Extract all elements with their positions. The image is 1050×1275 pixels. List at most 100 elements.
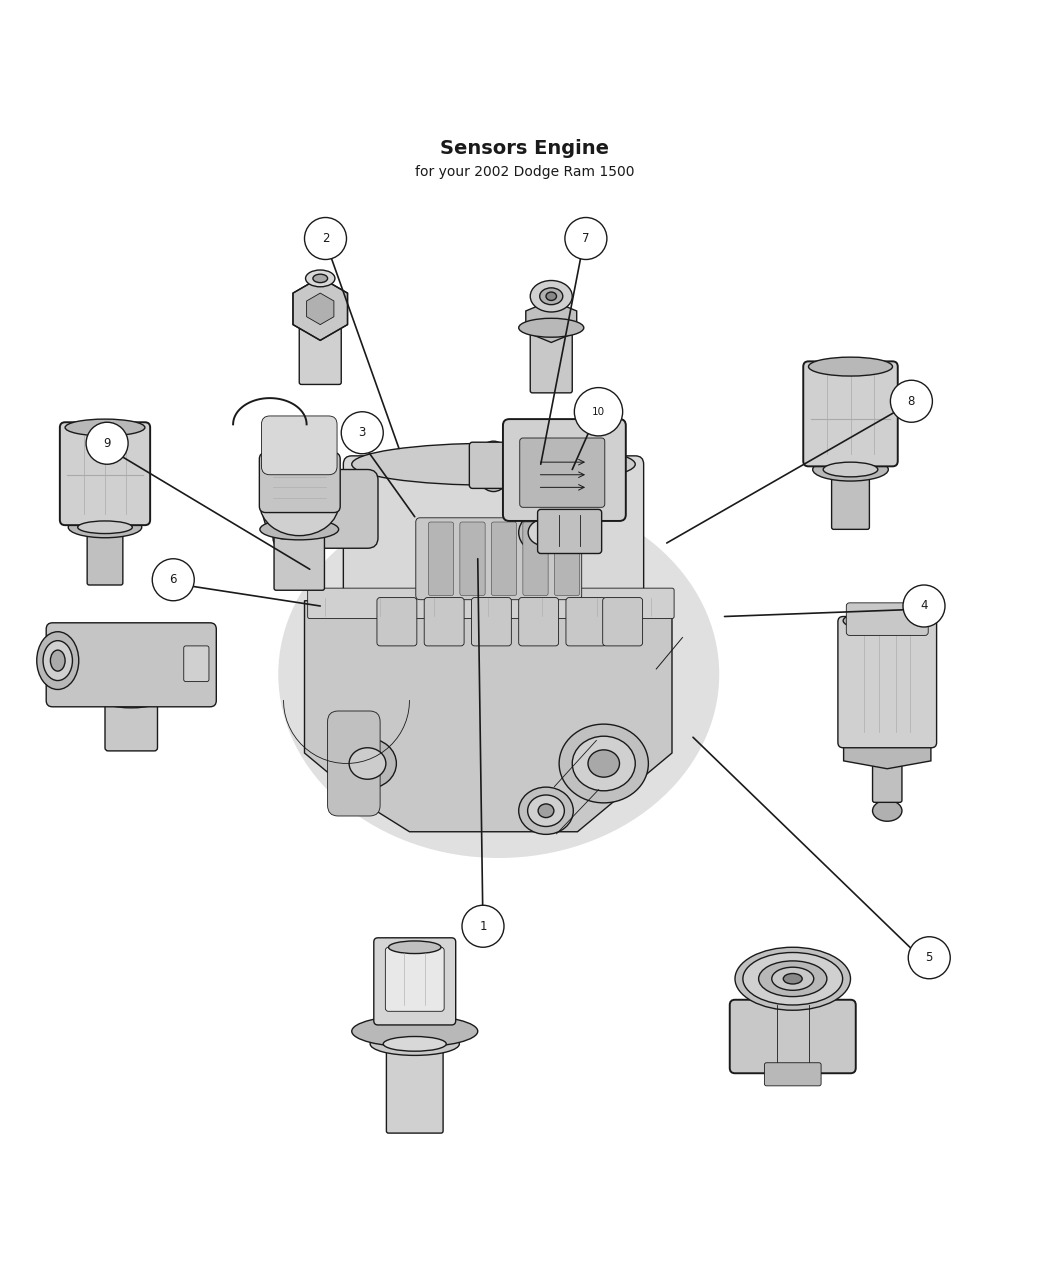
Ellipse shape — [476, 441, 512, 492]
Ellipse shape — [43, 640, 72, 681]
FancyBboxPatch shape — [273, 469, 378, 548]
Ellipse shape — [352, 1015, 478, 1047]
FancyBboxPatch shape — [530, 334, 572, 393]
Ellipse shape — [260, 473, 338, 536]
FancyBboxPatch shape — [832, 470, 869, 529]
Text: 9: 9 — [103, 437, 111, 450]
Ellipse shape — [559, 724, 649, 803]
Text: 5: 5 — [925, 951, 933, 964]
Circle shape — [341, 412, 383, 454]
FancyBboxPatch shape — [873, 756, 902, 802]
Text: 10: 10 — [592, 407, 605, 417]
Text: 8: 8 — [907, 395, 916, 408]
Ellipse shape — [813, 458, 888, 481]
Ellipse shape — [546, 292, 556, 301]
Ellipse shape — [338, 738, 397, 789]
Text: 4: 4 — [920, 599, 928, 612]
FancyBboxPatch shape — [385, 947, 444, 1011]
Text: 2: 2 — [321, 232, 330, 245]
Ellipse shape — [772, 968, 814, 991]
Ellipse shape — [383, 1037, 446, 1051]
FancyBboxPatch shape — [764, 1063, 821, 1086]
Ellipse shape — [37, 631, 79, 690]
FancyBboxPatch shape — [87, 528, 123, 585]
Ellipse shape — [783, 974, 802, 984]
Ellipse shape — [735, 947, 851, 1010]
Ellipse shape — [758, 961, 827, 997]
FancyBboxPatch shape — [261, 416, 337, 474]
FancyBboxPatch shape — [46, 622, 216, 706]
Ellipse shape — [68, 516, 142, 538]
Polygon shape — [304, 601, 672, 831]
FancyBboxPatch shape — [846, 603, 928, 635]
Ellipse shape — [538, 805, 554, 817]
Circle shape — [890, 380, 932, 422]
FancyBboxPatch shape — [554, 521, 580, 595]
FancyBboxPatch shape — [503, 419, 626, 521]
Ellipse shape — [313, 274, 328, 283]
FancyBboxPatch shape — [491, 521, 517, 595]
Circle shape — [86, 422, 128, 464]
Ellipse shape — [519, 511, 569, 553]
FancyBboxPatch shape — [428, 521, 454, 595]
Circle shape — [565, 218, 607, 260]
Circle shape — [903, 585, 945, 627]
Ellipse shape — [100, 688, 163, 708]
Ellipse shape — [519, 319, 584, 337]
FancyBboxPatch shape — [566, 598, 606, 646]
Ellipse shape — [743, 952, 842, 1005]
Polygon shape — [843, 737, 931, 769]
Polygon shape — [293, 278, 348, 340]
Ellipse shape — [540, 288, 563, 305]
Circle shape — [908, 937, 950, 979]
Ellipse shape — [78, 521, 132, 533]
FancyBboxPatch shape — [803, 361, 898, 467]
FancyBboxPatch shape — [416, 518, 582, 599]
Ellipse shape — [65, 419, 145, 436]
Ellipse shape — [530, 280, 572, 312]
FancyBboxPatch shape — [519, 598, 559, 646]
FancyBboxPatch shape — [523, 521, 548, 595]
FancyBboxPatch shape — [838, 617, 937, 747]
FancyBboxPatch shape — [374, 938, 456, 1025]
Ellipse shape — [527, 796, 565, 826]
FancyBboxPatch shape — [60, 422, 150, 525]
Ellipse shape — [50, 650, 65, 671]
FancyBboxPatch shape — [460, 521, 485, 595]
Text: Sensors Engine: Sensors Engine — [441, 139, 609, 158]
Circle shape — [462, 905, 504, 947]
Text: 7: 7 — [582, 232, 590, 245]
Ellipse shape — [528, 519, 560, 546]
Ellipse shape — [349, 747, 386, 779]
FancyBboxPatch shape — [386, 1034, 443, 1133]
FancyBboxPatch shape — [520, 439, 605, 507]
Ellipse shape — [260, 519, 338, 539]
FancyBboxPatch shape — [274, 528, 324, 590]
Polygon shape — [307, 293, 334, 325]
Ellipse shape — [808, 357, 892, 376]
Ellipse shape — [388, 941, 441, 954]
Text: 1: 1 — [479, 919, 487, 933]
FancyBboxPatch shape — [184, 646, 209, 682]
Ellipse shape — [278, 491, 719, 858]
Text: 3: 3 — [358, 426, 366, 440]
FancyBboxPatch shape — [308, 588, 674, 618]
FancyBboxPatch shape — [299, 328, 341, 385]
Ellipse shape — [352, 444, 635, 486]
FancyBboxPatch shape — [730, 1000, 856, 1074]
FancyBboxPatch shape — [343, 456, 644, 615]
Polygon shape — [526, 301, 576, 343]
Text: 6: 6 — [169, 574, 177, 586]
Ellipse shape — [262, 478, 304, 539]
Circle shape — [304, 218, 347, 260]
Ellipse shape — [823, 462, 878, 477]
FancyBboxPatch shape — [471, 598, 511, 646]
Ellipse shape — [370, 1033, 460, 1056]
Ellipse shape — [873, 801, 902, 821]
FancyBboxPatch shape — [328, 711, 380, 816]
Ellipse shape — [843, 611, 931, 631]
FancyBboxPatch shape — [538, 510, 602, 553]
FancyBboxPatch shape — [259, 453, 340, 513]
Ellipse shape — [572, 736, 635, 790]
Circle shape — [574, 388, 623, 436]
